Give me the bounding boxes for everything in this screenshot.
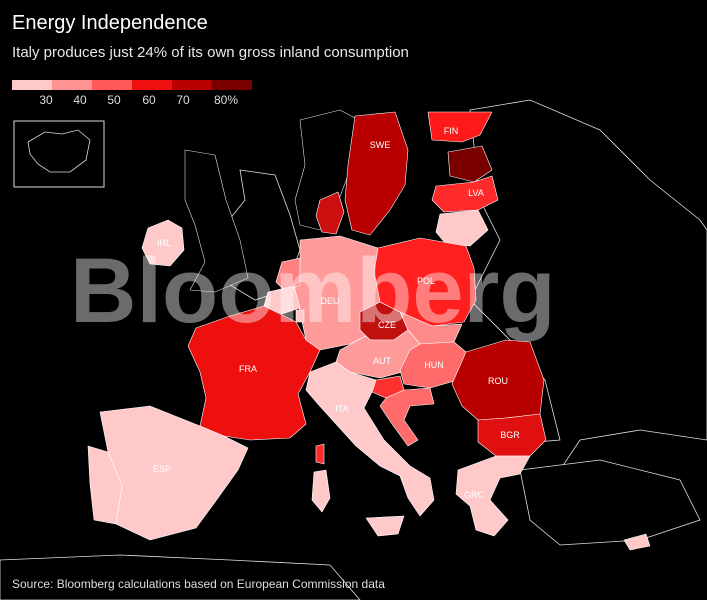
label-DEU: DEU [320, 296, 339, 306]
legend-tick-60: 60 [142, 93, 156, 107]
label-HUN: HUN [424, 360, 444, 370]
label-ROU: ROU [488, 376, 508, 386]
country-ITA [305, 361, 435, 517]
label-AUT: AUT [373, 356, 392, 366]
label-SWE: SWE [370, 140, 391, 150]
legend-tick-40: 40 [73, 93, 87, 107]
country-BEL [263, 285, 301, 315]
country-HRV [379, 387, 435, 447]
country-EST [447, 145, 493, 183]
legend-swatch-2 [52, 80, 92, 90]
island-corsica [315, 443, 325, 465]
country-CYP [623, 533, 651, 551]
iceland-inset-frame [13, 120, 105, 188]
label-GRC: GRC [464, 490, 485, 500]
country-LTU [435, 209, 489, 247]
label-ITA: ITA [335, 404, 348, 414]
legend-swatch-5 [172, 80, 212, 90]
legend-tick-50: 50 [107, 93, 121, 107]
legend-swatch-3 [92, 80, 132, 90]
label-IRL: IRL [157, 238, 171, 248]
country-FRA [187, 305, 321, 441]
country-SWE [344, 111, 409, 236]
island-sicily [365, 515, 405, 537]
country-LUX [295, 309, 305, 323]
country-LVA [431, 175, 499, 213]
chart-title: Energy Independence [12, 12, 208, 34]
country-labels: FIN SWE LVA IRL POL DEU CZE AUT HUN ROU … [153, 126, 520, 500]
country-DNK [315, 191, 345, 235]
label-BGR: BGR [500, 430, 520, 440]
legend-tick-labels: 30 40 50 60 70 80% [12, 90, 262, 107]
label-FIN: FIN [444, 126, 459, 136]
label-FRA: FRA [239, 364, 257, 374]
color-legend: 30 40 50 60 70 80% [12, 80, 262, 107]
legend-swatch-1 [12, 80, 52, 90]
source-note: Source: Bloomberg calculations based on … [12, 577, 385, 591]
iceland-shape [27, 129, 91, 173]
label-ESP: ESP [153, 464, 171, 474]
legend-swatch-6 [212, 80, 252, 90]
legend-color-bar [12, 80, 252, 90]
chart-subtitle: Italy produces just 24% of its own gross… [12, 44, 409, 61]
legend-tick-80: 80% [213, 93, 239, 107]
country-IRL [141, 219, 185, 267]
country-GRC [455, 455, 531, 537]
legend-tick-30: 30 [39, 93, 53, 107]
label-POL: POL [417, 276, 435, 286]
country-GBR [184, 149, 249, 293]
country-PRT [87, 445, 123, 525]
island-sardinia [311, 469, 331, 513]
label-LVA: LVA [468, 188, 484, 198]
watermark-text: Bloomberg [70, 240, 556, 342]
legend-tick-70: 70 [176, 93, 190, 107]
label-CZE: CZE [378, 320, 396, 330]
country-FIN [427, 111, 493, 143]
legend-swatch-4 [132, 80, 172, 90]
country-BGR [477, 413, 547, 457]
